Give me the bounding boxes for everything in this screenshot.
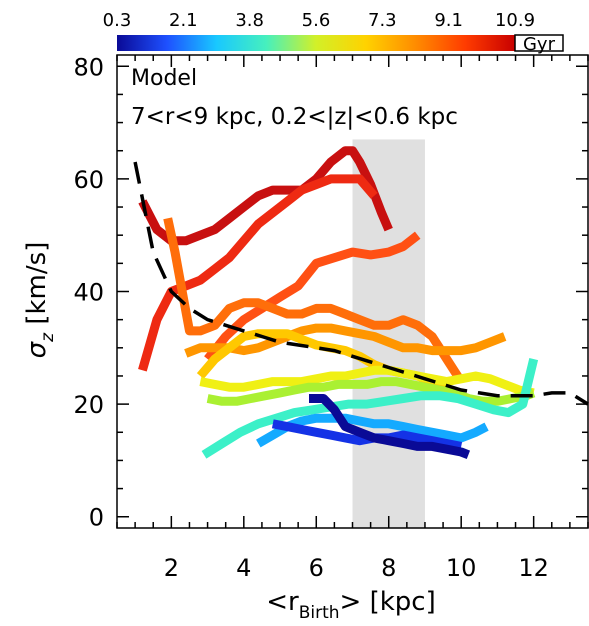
age-series-line	[204, 231, 421, 362]
x-tick-label: 10	[446, 554, 477, 582]
colorbar-tick-label: 9.1	[434, 10, 463, 31]
colorbar-tick-label: 7.3	[368, 10, 397, 31]
x-axis-title-post: > [kpc]	[340, 587, 436, 617]
y-tick-label: 80	[73, 53, 104, 81]
colorbar-tick-label: 0.3	[103, 10, 132, 31]
x-tick-label: 6	[309, 554, 324, 582]
mean-dispersion-dashed-line	[133, 161, 589, 406]
colorbar-unit-label: Gyr	[523, 34, 556, 55]
colorbar-tick-labels: 0.3 2.1 3.8 5.6 7.3 9.1 10.9	[103, 10, 535, 31]
age-series-line	[309, 394, 471, 459]
colorbar-tick-label: 10.9	[495, 10, 535, 31]
axis-tick-marks	[116, 55, 589, 528]
age-series-lines	[138, 146, 539, 459]
y-axis-title-post: [km/s]	[22, 242, 52, 333]
age-colorbar: Gyr	[117, 34, 564, 55]
age-series-line	[199, 365, 535, 398]
colorbar-tick-label: 5.6	[302, 10, 331, 31]
y-tick-label: 20	[73, 391, 104, 419]
x-tick-label: 4	[236, 554, 251, 582]
age-series-line	[201, 358, 539, 459]
colorbar-unit-box	[514, 34, 564, 52]
x-tick-label: 2	[164, 554, 179, 582]
x-axis-title-pre: <r	[266, 587, 299, 617]
x-tick-label: 8	[381, 554, 396, 582]
age-series-line	[206, 377, 536, 406]
annotation-model: Model	[131, 66, 197, 91]
colorbar-tick-label: 2.1	[169, 10, 198, 31]
x-axis-title-sub: Birth	[299, 603, 340, 623]
x-axis-title: <rBirth> [kpc]	[266, 587, 436, 623]
colorbar-gradient	[117, 35, 515, 51]
y-axis-title: σz [km/s]	[22, 242, 58, 359]
y-tick-label: 60	[73, 166, 104, 194]
y-tick-label: 0	[89, 504, 104, 532]
age-series-line	[184, 323, 507, 358]
annotation-selection: 7<r<9 kpc, 0.2<|z|<0.6 kpc	[131, 104, 458, 130]
axis-tick-labels: 2 4 6 8 10 12 0 20 40 60 80	[73, 53, 548, 582]
x-tick-label: 12	[518, 554, 549, 582]
y-tick-label: 40	[73, 279, 104, 307]
y-axis-title-sub: z	[38, 332, 58, 343]
age-series-line	[256, 413, 489, 448]
age-series-line	[138, 146, 393, 246]
age-series-line	[163, 217, 465, 385]
colorbar-tick-label: 3.8	[235, 10, 264, 31]
y-axis-title-sym: σ	[22, 340, 52, 358]
